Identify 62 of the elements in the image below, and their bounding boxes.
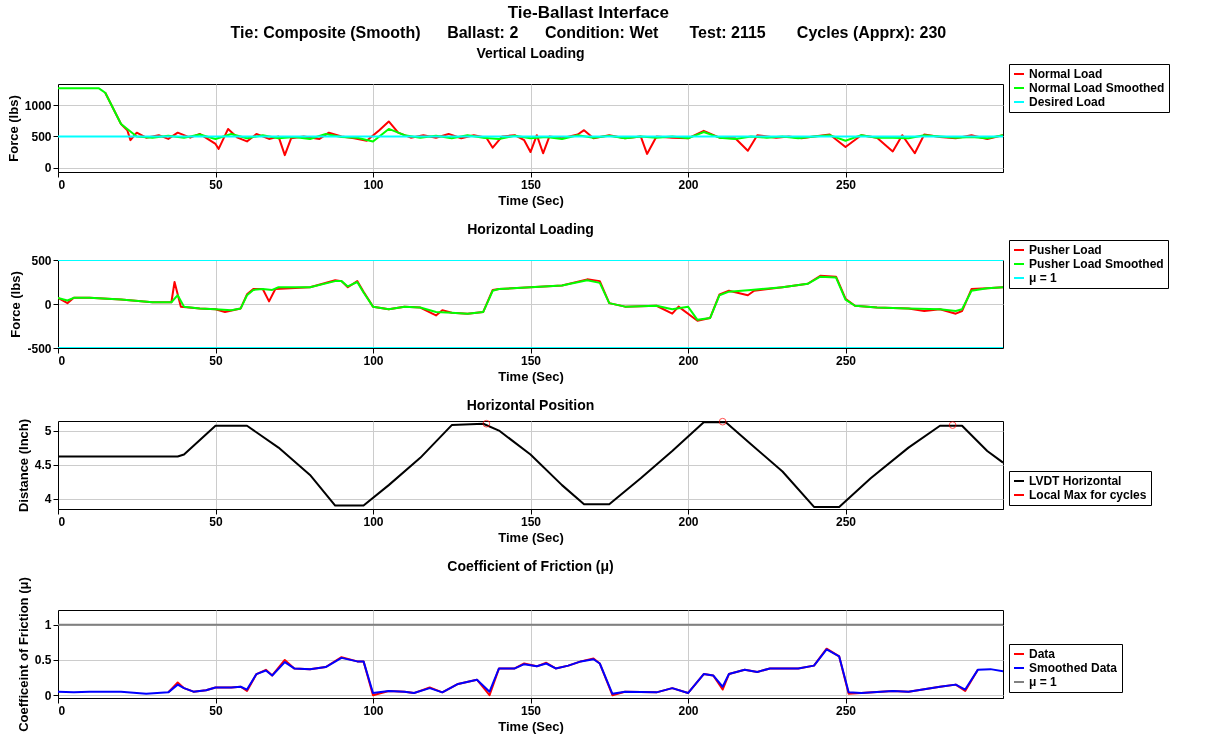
- text: Tie-Ballast Interface: [507, 3, 670, 22]
- y-axis-title: Distance (Inch): [15, 418, 31, 513]
- chart-title: Vertical Loading: [476, 44, 585, 61]
- legend-label: Normal Load: [1029, 67, 1103, 81]
- x-tick-label: 0: [58, 514, 66, 529]
- x-tick-label: 250: [835, 703, 857, 718]
- x-tick-label: 200: [678, 177, 699, 192]
- x-tick-label: 100: [363, 177, 384, 192]
- x-tick-label: 150: [520, 514, 542, 529]
- legend-label: Normal Load Smoothed: [1029, 81, 1165, 95]
- y-tick-label: 500: [31, 129, 52, 144]
- x-tick-label: 0: [58, 353, 66, 368]
- x-tick-label: 100: [363, 703, 384, 718]
- y-tick-label: 1000: [24, 98, 52, 113]
- x-tick-label: 100: [363, 353, 384, 368]
- x-tick-label: 200: [678, 703, 699, 718]
- x-tick-label: 50: [209, 353, 223, 368]
- x-axis-title: Time (Sec): [498, 192, 564, 208]
- legend-label: Local Max for cycles: [1029, 488, 1147, 502]
- y-tick-label: 0: [44, 688, 52, 703]
- y-tick-label: -500: [27, 341, 52, 356]
- x-tick-label: 150: [520, 177, 542, 192]
- line-series: [58, 87, 1003, 143]
- legend-label: Smoothed Data: [1029, 661, 1118, 675]
- y-axis-title: Coefficeint of Friction (μ): [15, 577, 31, 732]
- y-tick-label: 0.5: [34, 653, 52, 668]
- chart-title: Horizontal Loading: [467, 220, 594, 237]
- text: Tie: Composite (Smooth) Ballast: 2 Condition: Wet Test: 2115 Cycles (Apprx): 230: [230, 24, 947, 41]
- x-tick-label: 0: [58, 177, 66, 192]
- x-axis-title: Time (Sec): [498, 718, 564, 734]
- y-tick-label: 0: [44, 161, 52, 176]
- x-tick-label: 0: [58, 703, 66, 718]
- y-tick-label: 5: [44, 424, 52, 439]
- x-tick-label: 200: [678, 353, 699, 368]
- x-tick-label: 150: [520, 703, 542, 718]
- x-tick-label: 250: [835, 353, 857, 368]
- y-axis-title: Force (lbs): [8, 271, 24, 338]
- legend-label: LVDT Horizontal: [1029, 474, 1122, 488]
- y-tick-label: 4.5: [34, 458, 52, 473]
- legend-label: μ = 1: [1029, 675, 1058, 689]
- x-tick-label: 100: [363, 514, 384, 529]
- legend-label: Desired Load: [1029, 95, 1106, 109]
- x-axis-title: Time (Sec): [498, 368, 564, 384]
- legend-label: μ = 1: [1029, 271, 1058, 285]
- x-tick-label: 200: [678, 514, 699, 529]
- chart-title: Coefficient of Friction (μ): [447, 557, 614, 574]
- y-tick-label: 500: [31, 253, 52, 268]
- x-tick-label: 250: [835, 514, 857, 529]
- chart-title: Horizontal Position: [466, 397, 595, 414]
- x-tick-label: 250: [835, 177, 857, 192]
- x-tick-label: 150: [520, 353, 542, 368]
- y-tick-label: 1: [44, 618, 52, 633]
- x-axis-title: Time (Sec): [498, 529, 564, 545]
- legend-label: Pusher Load Smoothed: [1029, 257, 1164, 271]
- x-tick-label: 50: [209, 514, 223, 529]
- y-tick-label: 4: [44, 492, 52, 507]
- y-axis-title: Force (lbs): [5, 95, 21, 162]
- x-tick-label: 50: [209, 703, 223, 718]
- x-tick-label: 50: [209, 177, 223, 192]
- y-tick-label: 0: [44, 297, 52, 312]
- legend-label: Pusher Load: [1029, 243, 1102, 257]
- legend-label: Data: [1029, 647, 1056, 661]
